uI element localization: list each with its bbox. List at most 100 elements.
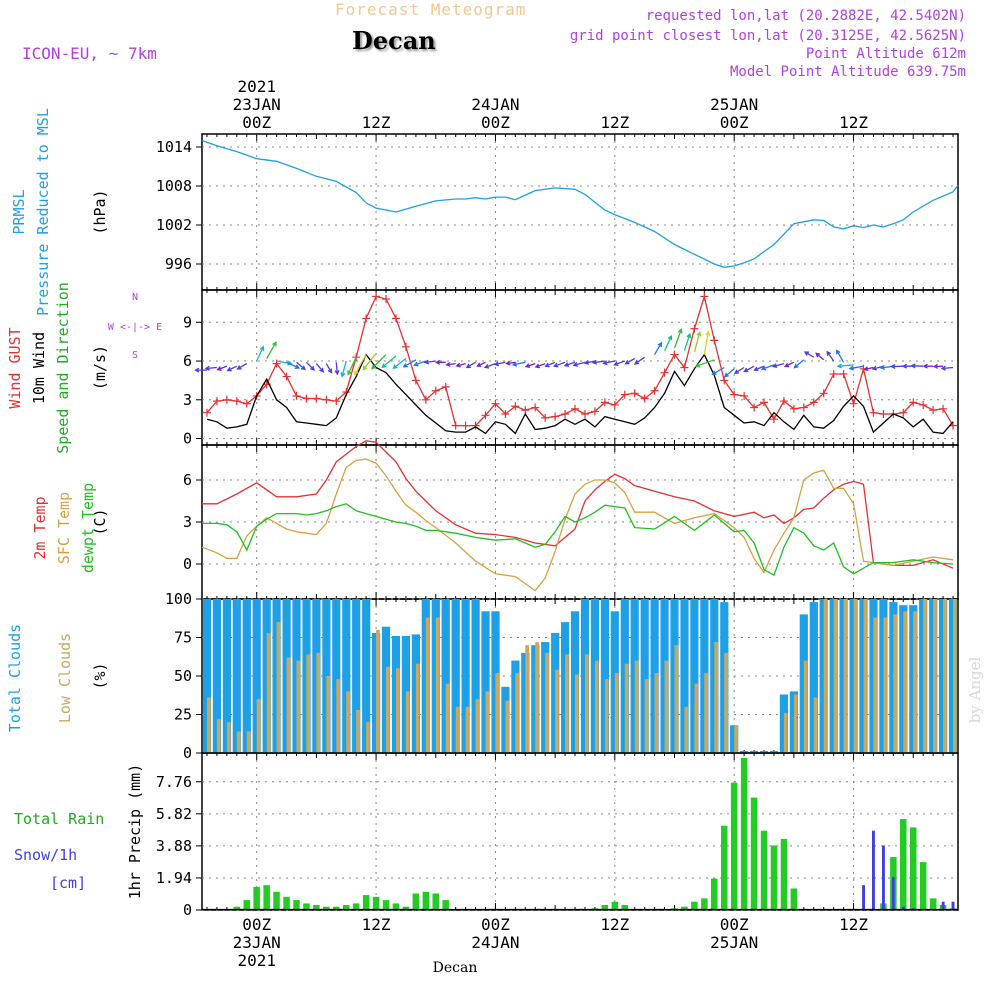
wind-arrow (362, 352, 377, 371)
total-cloud-bar (222, 599, 231, 753)
time-label-top: 00Z (720, 113, 749, 132)
wind-arrow (483, 362, 496, 369)
rain-bar (681, 906, 688, 910)
gust-marker (481, 411, 490, 420)
total-cloud-bar (541, 642, 550, 753)
wind-arrow (216, 365, 228, 371)
wind-arrow (753, 365, 765, 372)
rain-bar (283, 896, 290, 910)
low-cloud-bar (843, 599, 848, 753)
axis-title: Speed and Direction (54, 282, 72, 454)
gust-marker (421, 395, 430, 404)
wind-arrow (325, 363, 333, 374)
gust-marker (391, 314, 400, 323)
wind-arrow (534, 362, 546, 369)
axis-title: Pressure Reduced to MSL (34, 108, 52, 316)
low-cloud-bar (634, 660, 639, 753)
low-cloud-bar (565, 654, 569, 753)
low-cloud-bar (674, 645, 679, 753)
wind-arrow (505, 360, 516, 366)
wind-arrow (572, 361, 586, 367)
wind-arrow (305, 361, 316, 371)
model-label: ICON-EU, ~ 7km (22, 44, 157, 63)
y-tick-label: 6 (183, 352, 192, 370)
gust-marker (541, 413, 550, 422)
panel-5: 0 1.94 3.88 5.82 7.76 1hr Precip (mm) Total Ra… (14, 752, 959, 919)
low-cloud-bar (316, 652, 321, 753)
low-cloud-bar (525, 645, 529, 753)
gust-marker (551, 412, 560, 421)
point-altitude: Point Altitude 612m (805, 46, 966, 62)
low-cloud-bar (614, 672, 619, 753)
gust-marker (819, 389, 828, 398)
gust-marker (929, 406, 938, 415)
rain-bar (392, 903, 400, 910)
wind-arrow (476, 361, 486, 368)
gust-marker (232, 397, 241, 406)
gust-marker (779, 397, 788, 406)
low-cloud-bar (346, 691, 350, 753)
panel-1: 996 1002 1008 1014 (hPa) PRMSL Pressure Reduce… (10, 108, 959, 316)
axis-title: 10m Wind (30, 332, 48, 404)
low-cloud-bar (475, 699, 480, 753)
unit-label: (C) (91, 508, 109, 535)
snow-bar (901, 906, 905, 910)
wind-arrow (693, 330, 702, 353)
total-cloud-bar (829, 599, 838, 753)
gust-marker (471, 421, 480, 430)
low-cloud-bar (694, 683, 699, 753)
unit-label: (%) (91, 662, 109, 689)
total-cloud-bar (332, 599, 341, 753)
low-cloud-bar (803, 660, 808, 753)
low-cloud-bar (724, 652, 728, 753)
time-label-top: 25JAN (710, 95, 758, 114)
wind-arrow (524, 362, 536, 368)
total-cloud-bar (242, 599, 251, 753)
total-cloud-bar (600, 599, 609, 753)
gust-marker (660, 368, 669, 377)
series-line (206, 353, 954, 435)
gust-marker (939, 404, 948, 413)
wind-arrow (226, 365, 238, 372)
rain-bar (740, 758, 748, 910)
series-line (202, 440, 954, 569)
gust-marker (750, 403, 759, 412)
gust-marker (411, 376, 420, 385)
time-label-bottom: 25JAN (710, 933, 758, 952)
y-tick-label: 7.76 (156, 773, 192, 791)
low-cloud-bar (276, 622, 281, 753)
unit-label: (hPa) (91, 189, 109, 234)
total-cloud-bar (809, 602, 818, 753)
low-cloud-bar (405, 691, 410, 753)
rain-bar (919, 862, 927, 910)
low-cloud-bar (594, 660, 599, 753)
low-cloud-bar (923, 599, 927, 753)
wind-arrow (733, 366, 745, 374)
gust-marker (372, 292, 381, 301)
gust-marker (461, 421, 470, 430)
rain-bar (303, 903, 310, 910)
low-cloud-bar (644, 679, 649, 753)
wind-arrow (932, 363, 944, 369)
y-tick-label: 9 (183, 313, 192, 331)
time-label-top: 12Z (362, 113, 391, 132)
snow-bar (872, 830, 875, 910)
gust-marker (272, 359, 281, 368)
chart-subtitle: Forecast Meteogram (335, 0, 527, 19)
y-tick-label: 1002 (156, 216, 192, 234)
low-cloud-bar (266, 632, 271, 753)
low-cloud-bar (555, 669, 559, 753)
compass-s: S (132, 350, 138, 361)
wind-arrow (803, 351, 815, 358)
snow-bar (951, 901, 955, 910)
gust-marker (600, 398, 609, 407)
total-cloud-bar (481, 611, 490, 753)
panel-frame (201, 133, 959, 291)
rain-bar (362, 895, 370, 910)
low-cloud-bar (893, 614, 897, 753)
grid-point-coords: grid point closest lon,lat (20.3125E, 42… (569, 28, 966, 44)
wind-arrow (194, 367, 207, 373)
gust-marker (849, 399, 858, 408)
gust-marker (332, 397, 341, 406)
